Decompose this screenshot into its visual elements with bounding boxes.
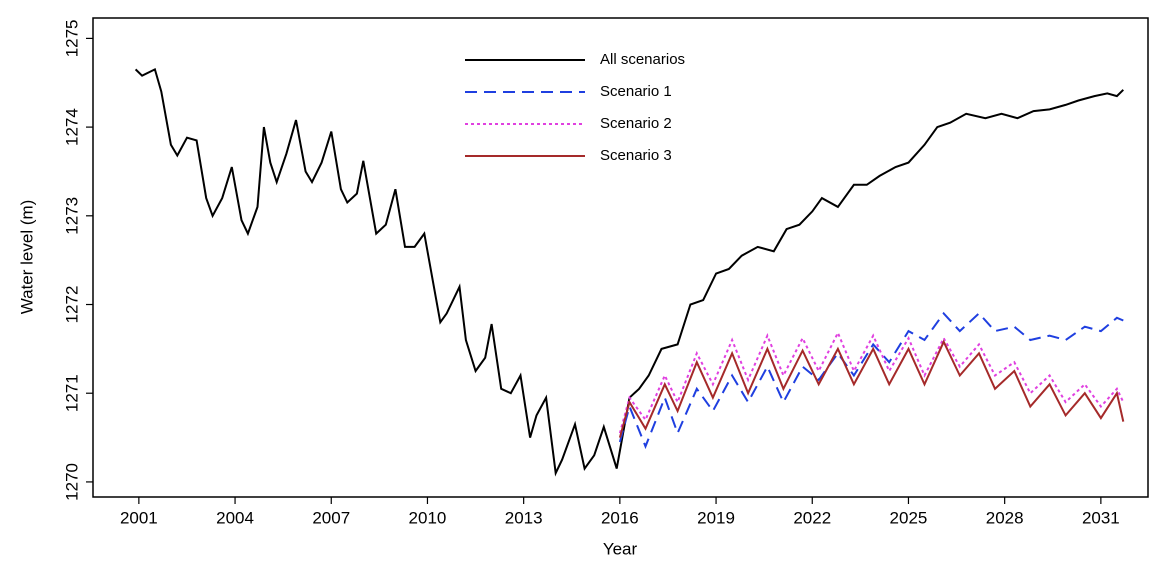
y-tick-label: 1273 [62, 197, 81, 235]
y-tick-label: 1271 [62, 374, 81, 412]
plot-frame [92, 17, 1149, 498]
x-tick-label: 2025 [890, 508, 928, 527]
series-line [134, 67, 1125, 477]
x-tick-label: 2004 [216, 508, 254, 527]
y-tick-label: 1274 [62, 108, 81, 146]
series-line [618, 339, 1125, 438]
x-tick-label: 2010 [409, 508, 447, 527]
legend-label: All scenarios [600, 51, 685, 68]
x-tick-label: 2022 [793, 508, 831, 527]
x-tick-label: 2019 [697, 508, 735, 527]
x-axis-label: Year [603, 539, 638, 558]
y-tick-label: 1275 [62, 19, 81, 57]
x-tick-label: 2007 [312, 508, 350, 527]
y-axis-label: Water level (m) [17, 200, 36, 315]
x-tick-label: 2016 [601, 508, 639, 527]
series-line [618, 330, 1125, 434]
y-tick-label: 1270 [62, 463, 81, 501]
legend-label: Scenario 1 [600, 83, 672, 100]
x-tick-label: 2031 [1082, 508, 1120, 527]
legend-label: Scenario 3 [600, 147, 672, 164]
x-tick-label: 2001 [120, 508, 158, 527]
series-line [618, 311, 1124, 450]
x-tick-label: 2013 [505, 508, 543, 527]
x-tick-label: 2028 [986, 508, 1024, 527]
y-tick-label: 1272 [62, 286, 81, 324]
legend-label: Scenario 2 [600, 115, 672, 132]
